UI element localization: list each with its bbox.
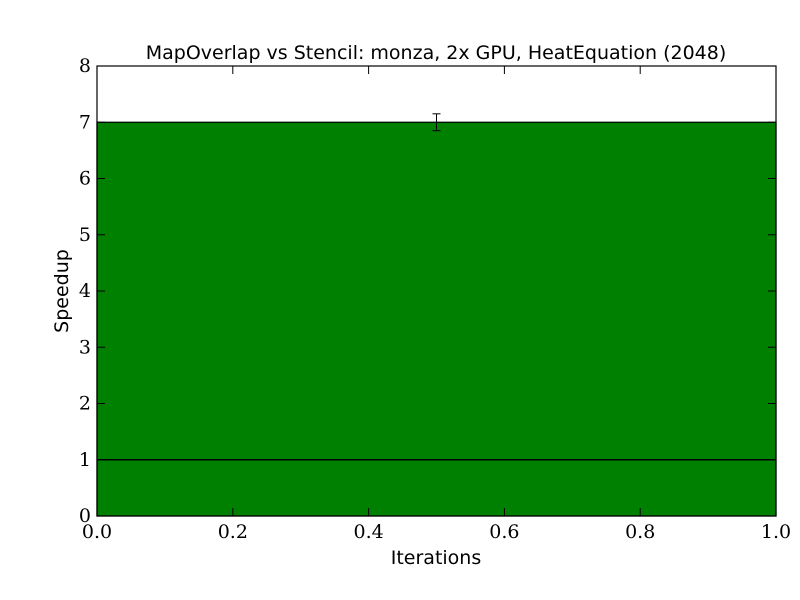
y-tick-label-3: 3 <box>79 336 91 358</box>
y-tick-label-2: 2 <box>79 393 91 415</box>
y-tick-label-1: 1 <box>79 449 91 471</box>
chart-title: MapOverlap vs Stencil: monza, 2x GPU, He… <box>146 42 727 64</box>
y-tick-label-8: 8 <box>79 55 91 77</box>
y-axis: 0 1 2 3 4 5 6 7 8 <box>79 55 776 527</box>
plot-area <box>96 65 777 517</box>
x-tick-label-3: 0.6 <box>489 521 519 543</box>
y-tick-label-7: 7 <box>79 111 91 133</box>
x-tick-label-1: 0.2 <box>218 521 248 543</box>
y-tick-label-6: 6 <box>79 168 91 190</box>
x-tick-label-4: 0.8 <box>625 521 655 543</box>
x-tick-label-0: 0.0 <box>82 521 112 543</box>
x-tick-label-5: 1.0 <box>761 521 791 543</box>
x-axis-label: Iterations <box>391 547 482 569</box>
y-tick-label-5: 5 <box>79 224 91 246</box>
y-axis-label: Speedup <box>51 249 73 333</box>
y-tick-label-4: 4 <box>79 280 91 302</box>
x-tick-label-2: 0.4 <box>353 521 383 543</box>
y-tick-label-0: 0 <box>79 505 91 527</box>
x-axis: 0.0 0.2 0.4 0.6 0.8 1.0 <box>82 66 791 543</box>
bar-0 <box>96 121 777 517</box>
